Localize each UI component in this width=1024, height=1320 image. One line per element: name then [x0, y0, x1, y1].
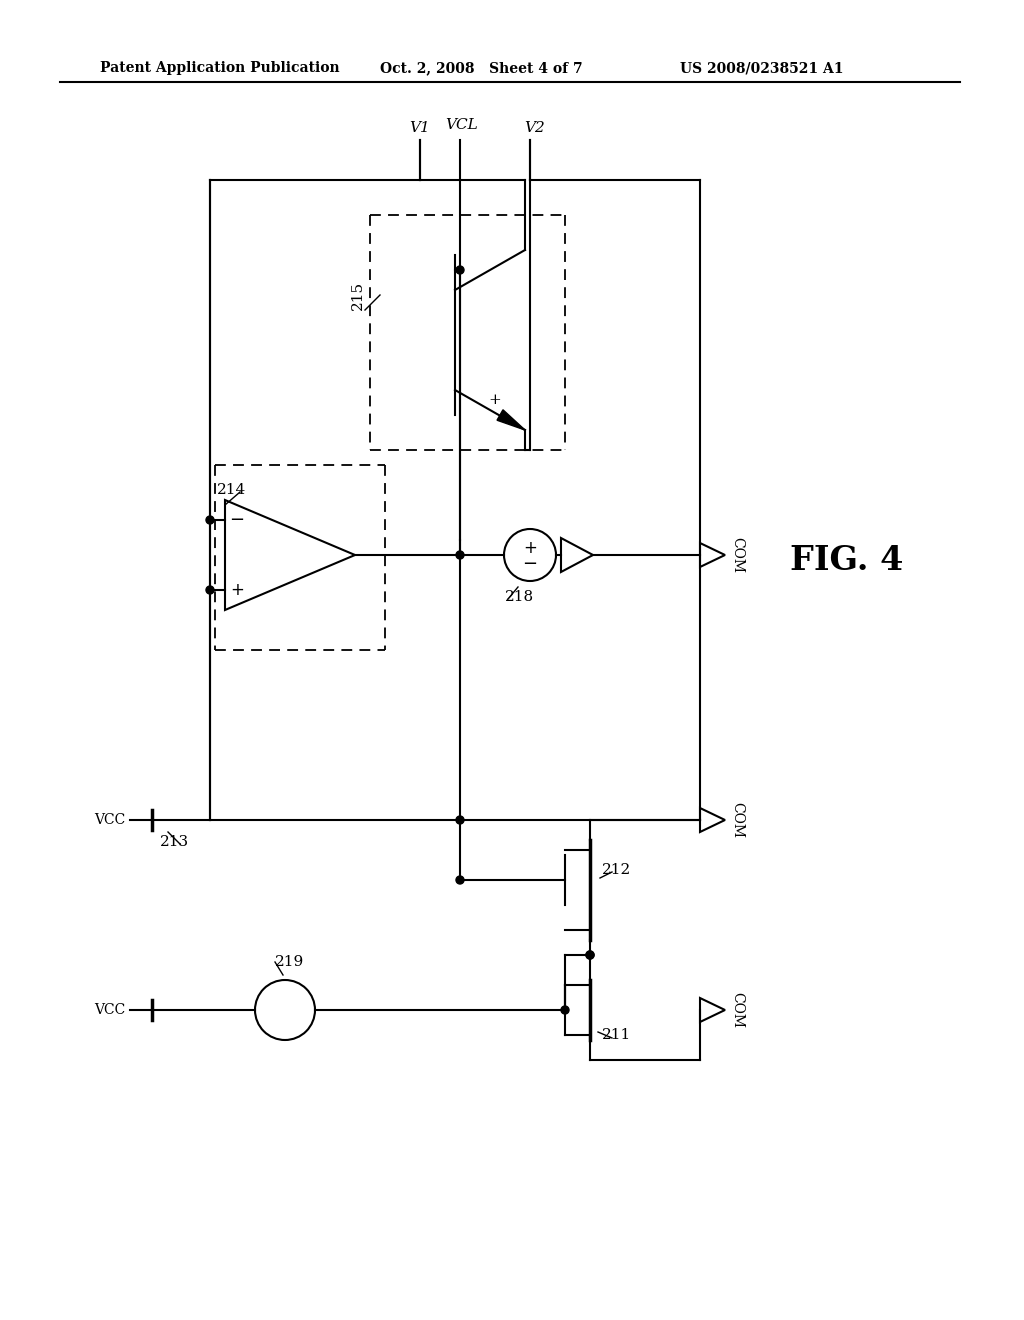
Text: US 2008/0238521 A1: US 2008/0238521 A1: [680, 61, 844, 75]
Text: 215: 215: [351, 280, 365, 310]
Text: VCL: VCL: [445, 117, 478, 132]
Text: −: −: [522, 554, 538, 573]
Circle shape: [206, 516, 214, 524]
Text: VCC: VCC: [94, 1003, 125, 1016]
Text: +: +: [488, 393, 502, 407]
Text: 213: 213: [160, 836, 189, 849]
Text: +: +: [523, 539, 537, 557]
Circle shape: [456, 876, 464, 884]
Text: V1: V1: [410, 121, 430, 135]
Text: 211: 211: [602, 1028, 631, 1041]
Text: 218: 218: [505, 590, 535, 605]
Circle shape: [206, 586, 214, 594]
Text: +: +: [230, 581, 244, 599]
Polygon shape: [497, 409, 525, 430]
Text: FIG. 4: FIG. 4: [790, 544, 903, 577]
Circle shape: [586, 950, 594, 960]
Text: COM: COM: [730, 803, 744, 838]
Text: COM: COM: [730, 537, 744, 573]
Text: V2: V2: [524, 121, 546, 135]
Text: 219: 219: [275, 954, 304, 969]
Text: −: −: [229, 511, 245, 529]
Text: Oct. 2, 2008   Sheet 4 of 7: Oct. 2, 2008 Sheet 4 of 7: [380, 61, 583, 75]
Circle shape: [456, 816, 464, 824]
Text: COM: COM: [730, 993, 744, 1028]
Circle shape: [456, 267, 464, 275]
Text: VCC: VCC: [94, 813, 125, 828]
Circle shape: [456, 550, 464, 558]
Circle shape: [586, 950, 594, 960]
Circle shape: [561, 1006, 569, 1014]
Text: Patent Application Publication: Patent Application Publication: [100, 61, 340, 75]
Text: 212: 212: [602, 863, 631, 876]
Text: 214: 214: [217, 483, 246, 498]
